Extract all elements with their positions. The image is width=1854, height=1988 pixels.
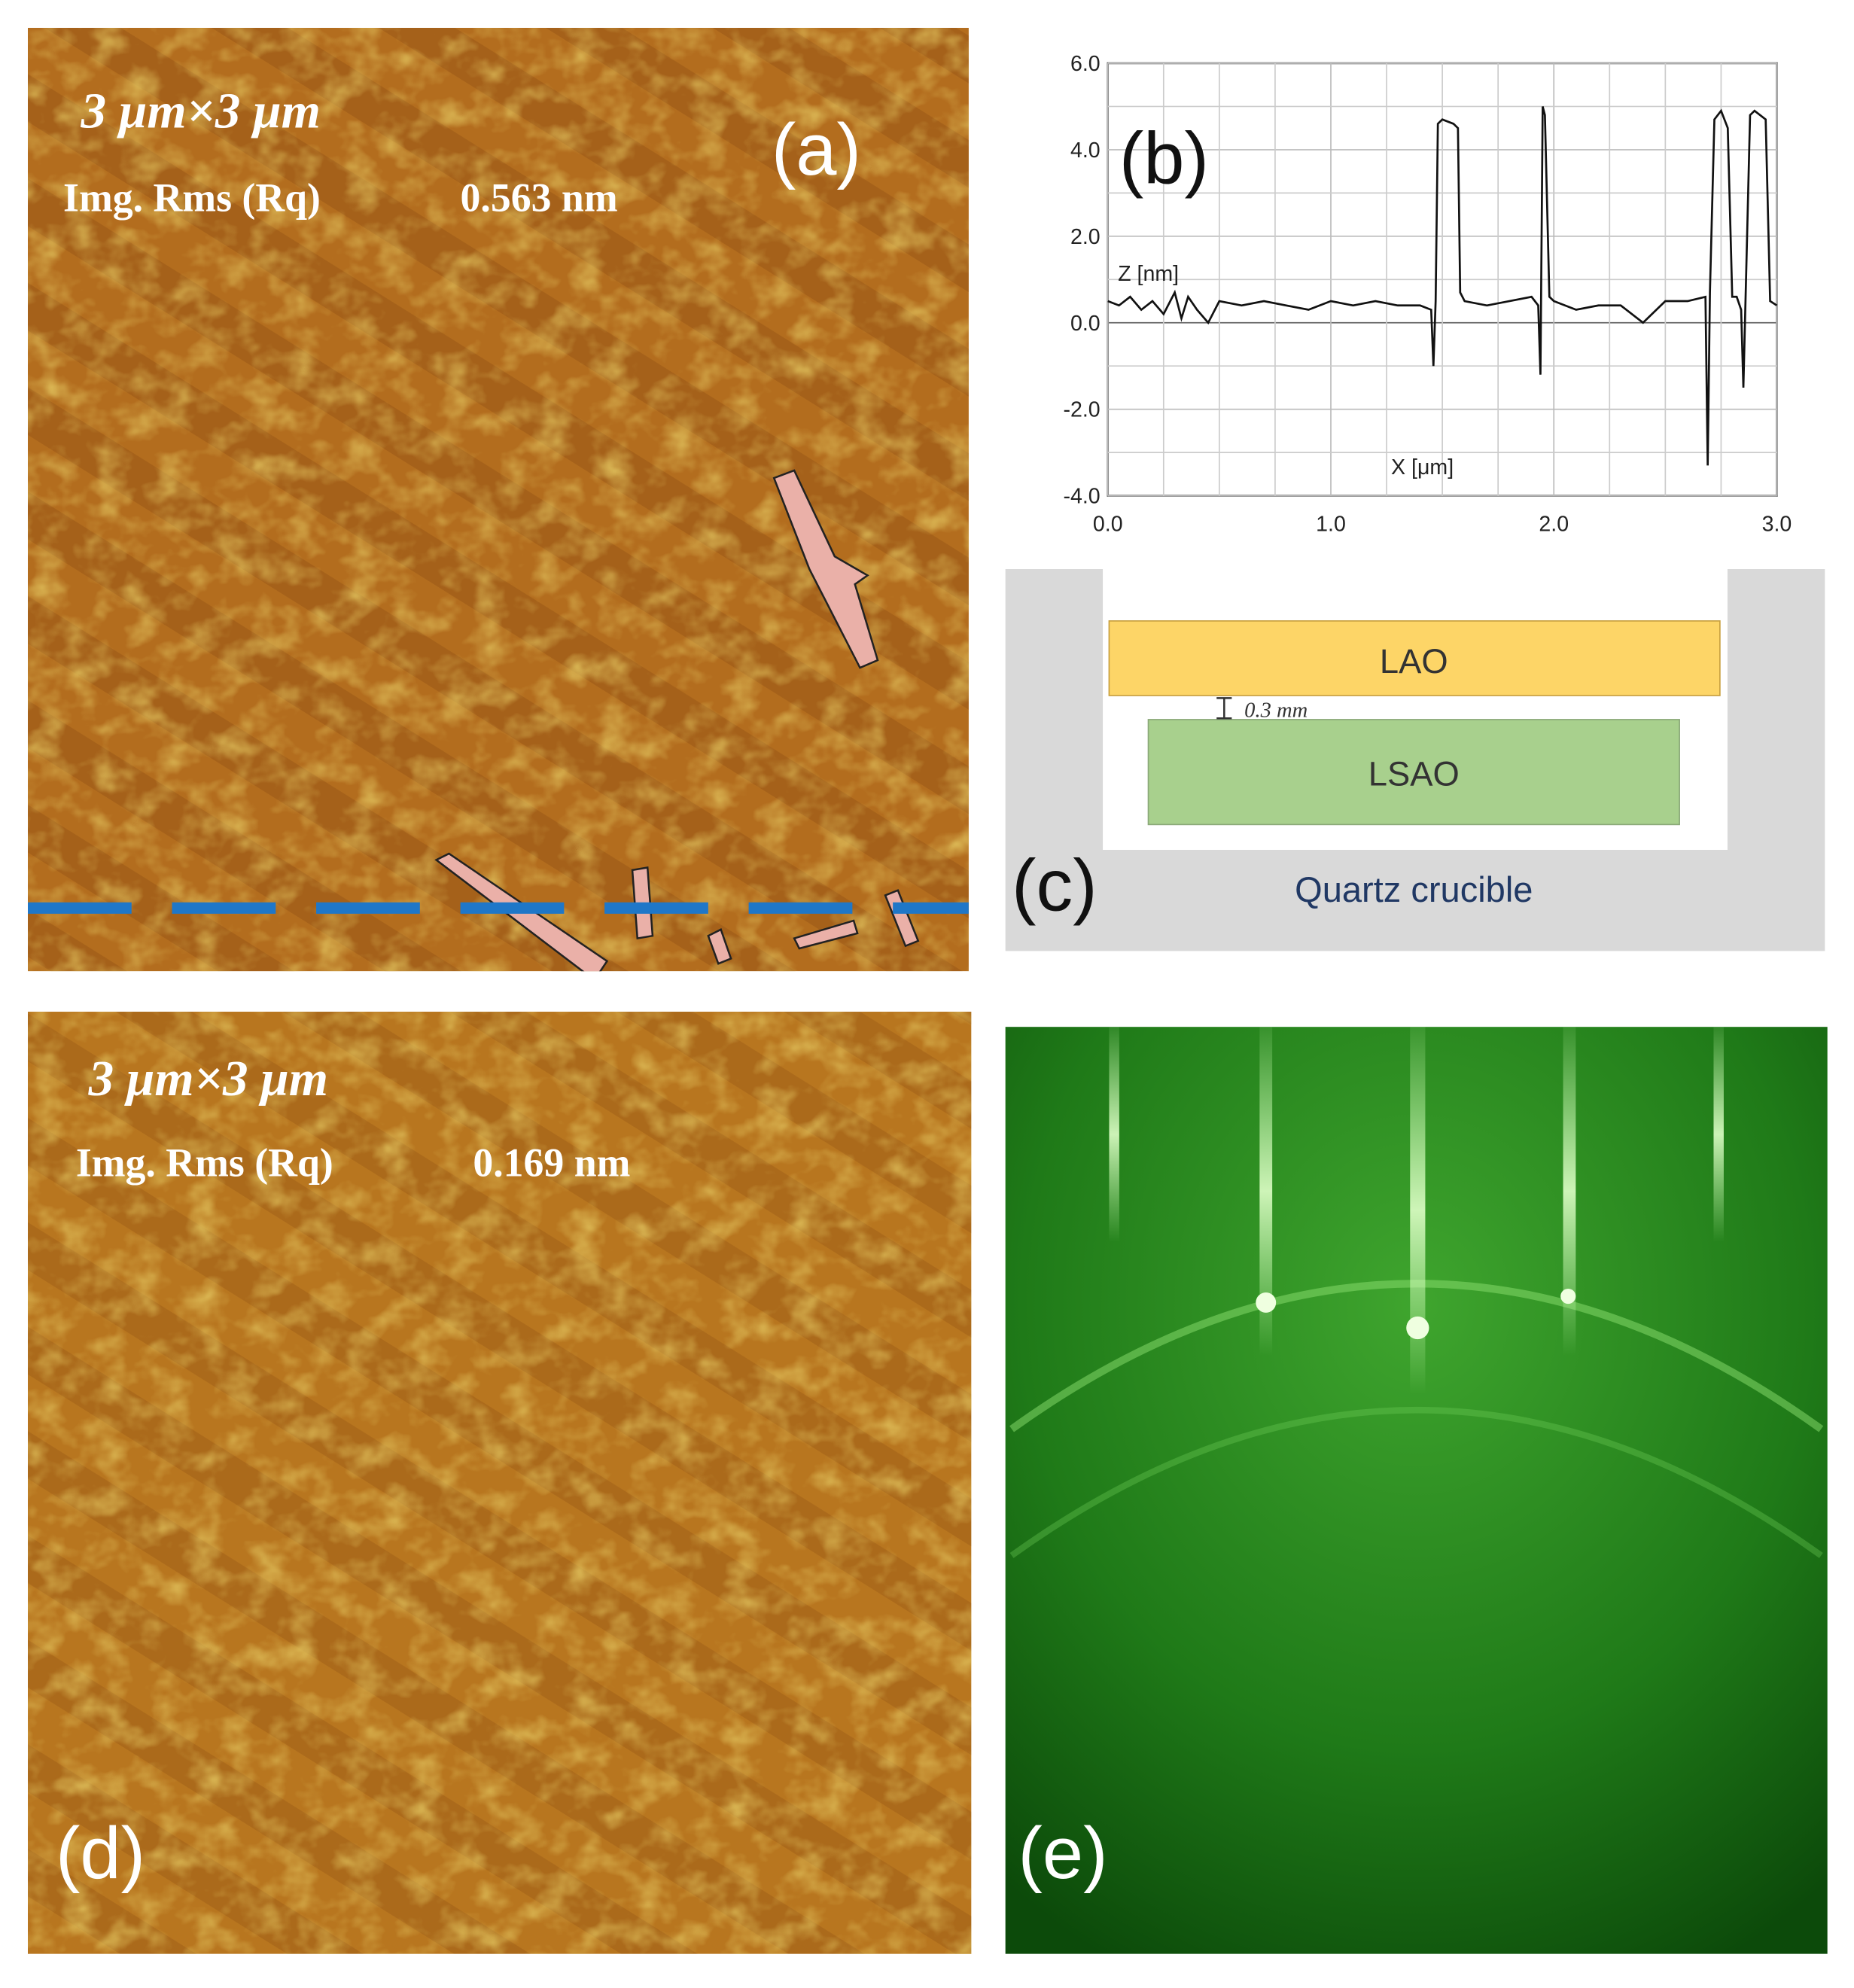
panel-label: (d): [56, 1812, 145, 1894]
y-tick-label: -4.0: [1063, 485, 1100, 509]
top-layer: LAO: [1380, 642, 1448, 680]
x-tick-label: 3.0: [1762, 513, 1792, 537]
panel-b: (b) Z [nm] X [μm] 0.0 1.0 2.0 3.0 -4.0 -2.0 0.…: [1063, 52, 1792, 537]
scan-size: 3 μm×3 μm: [88, 1050, 328, 1107]
rms-label: Img. Rms (Rq): [76, 1140, 333, 1185]
profile-line: [1107, 106, 1778, 466]
y-axis-label: Z [nm]: [1118, 262, 1179, 286]
panel-label: (e): [1018, 1812, 1107, 1894]
y-tick-label: 0.0: [1070, 312, 1101, 336]
x-tick-label: 0.0: [1093, 513, 1123, 537]
panel-label: (c): [1012, 845, 1097, 927]
y-tick-label: 2.0: [1070, 225, 1101, 249]
y-tick-label: 6.0: [1070, 52, 1101, 76]
y-tick-label: -2.0: [1063, 398, 1100, 422]
panel-label: (a): [772, 108, 861, 190]
x-tick-label: 1.0: [1316, 513, 1346, 537]
container-label: Quartz crucible: [1295, 869, 1533, 909]
rms-value: 0.169 nm: [473, 1140, 630, 1185]
panel-c: LAO 0.3 mm LSAO (c) Quartz crucible: [1005, 569, 1825, 951]
panel-d: 3 μm×3 μm Img. Rms (Rq) 0.169 nm (d): [28, 1012, 972, 1954]
rms-value: 0.563 nm: [461, 175, 618, 221]
x-axis-label: X [μm]: [1391, 455, 1454, 479]
x-tick-label: 2.0: [1539, 513, 1569, 537]
panel-label: (b): [1119, 117, 1209, 199]
panel-e: (e): [1005, 1027, 1828, 1954]
panel-a: 3 μm×3 μm Img. Rms (Rq) 0.563 nm (a): [28, 27, 969, 972]
bottom-layer: LSAO: [1368, 754, 1460, 793]
rms-label: Img. Rms (Rq): [63, 175, 321, 221]
y-tick-label: 4.0: [1070, 139, 1101, 163]
gap-label: 0.3 mm: [1244, 699, 1308, 723]
scan-size: 3 μm×3 μm: [81, 83, 321, 139]
